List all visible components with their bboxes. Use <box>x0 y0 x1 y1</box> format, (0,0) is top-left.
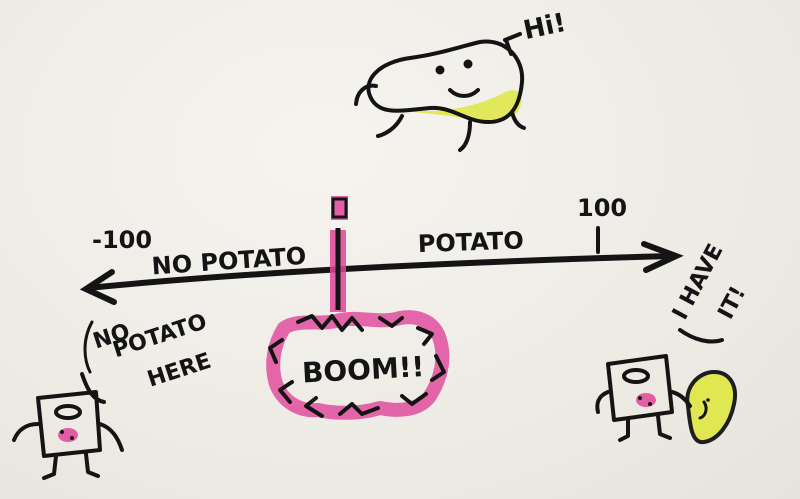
center-marker <box>330 196 348 312</box>
right-speech-line2: IT! <box>714 282 752 323</box>
right-tick-label: 100 <box>577 194 627 222</box>
explosion-icon <box>266 310 450 420</box>
left-character-speech: NO POTATO HERE <box>83 309 214 393</box>
right-character-speech: I HAVE IT! <box>668 240 751 324</box>
right-axis-label: POTATO <box>417 226 524 258</box>
left-tick-label: -100 <box>92 226 152 254</box>
held-potato-icon <box>670 370 737 445</box>
potato-character-icon <box>354 32 526 152</box>
explosion-text: BOOM!! <box>301 350 425 389</box>
toaster-character-icon <box>595 328 724 442</box>
toaster-character-icon <box>12 372 124 480</box>
left-speech-line3: HERE <box>144 349 214 393</box>
number-line <box>79 226 684 305</box>
potato-greeting-text: Hi! <box>521 8 569 46</box>
